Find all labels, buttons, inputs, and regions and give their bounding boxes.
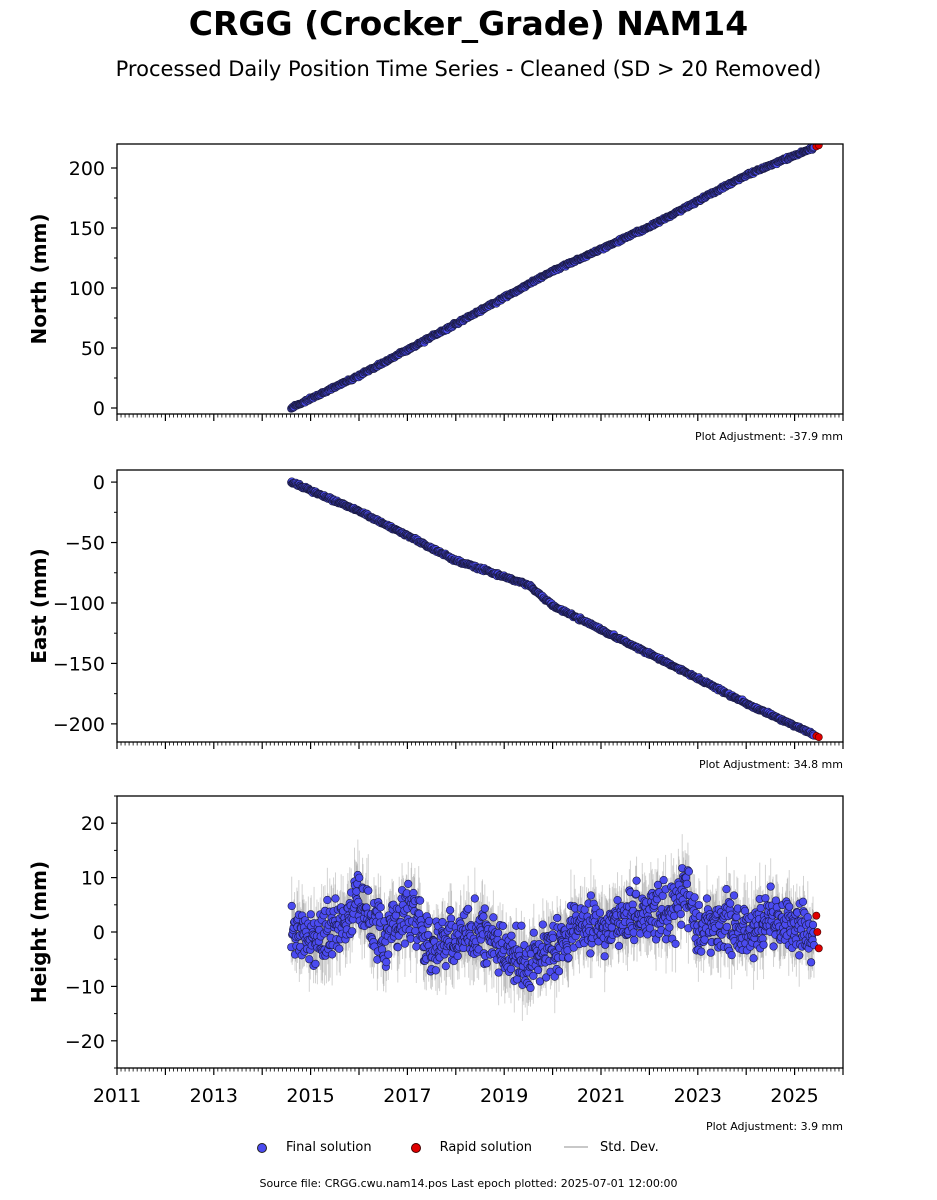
east-rapid-point [814, 733, 823, 742]
east-y-tick-label: −200 [53, 714, 105, 736]
north-panel: 0 50 100 150 200 North (mm) Plot Adjustment: -… [27, 143, 844, 443]
height-plot-area [287, 834, 823, 1021]
north-y-tick-label: 200 [69, 158, 105, 180]
east-axis-label: East (mm) [27, 548, 51, 664]
east-y-tick-label: −100 [53, 593, 105, 615]
north-y-tick-label: 150 [69, 218, 105, 240]
east-y-tick-label: −50 [65, 533, 105, 555]
north-y-tick-label: 50 [81, 338, 105, 360]
north-rapid-point [814, 144, 823, 150]
east-plot-area [287, 477, 823, 742]
east-panel: 0 −50 −100 −150 −200 East (mm) Plot Adjustment… [27, 469, 844, 771]
north-axis-label: North (mm) [27, 213, 51, 344]
chart-title: CRGG (Crocker_Grade) NAM14 [188, 4, 749, 43]
north-y-tick-label: 0 [93, 398, 105, 420]
east-plot-adjustment: Plot Adjustment: 34.8 mm [699, 758, 843, 771]
east-y-tick-label: 0 [93, 472, 105, 494]
north-plot-adjustment: Plot Adjustment: -37.9 mm [695, 430, 843, 443]
east-y-tick-label: −150 [53, 653, 105, 675]
chart-subtitle: Processed Daily Position Time Series - C… [115, 57, 822, 81]
north-plot-area [287, 144, 823, 413]
north-y-tick-label: 100 [69, 278, 105, 300]
